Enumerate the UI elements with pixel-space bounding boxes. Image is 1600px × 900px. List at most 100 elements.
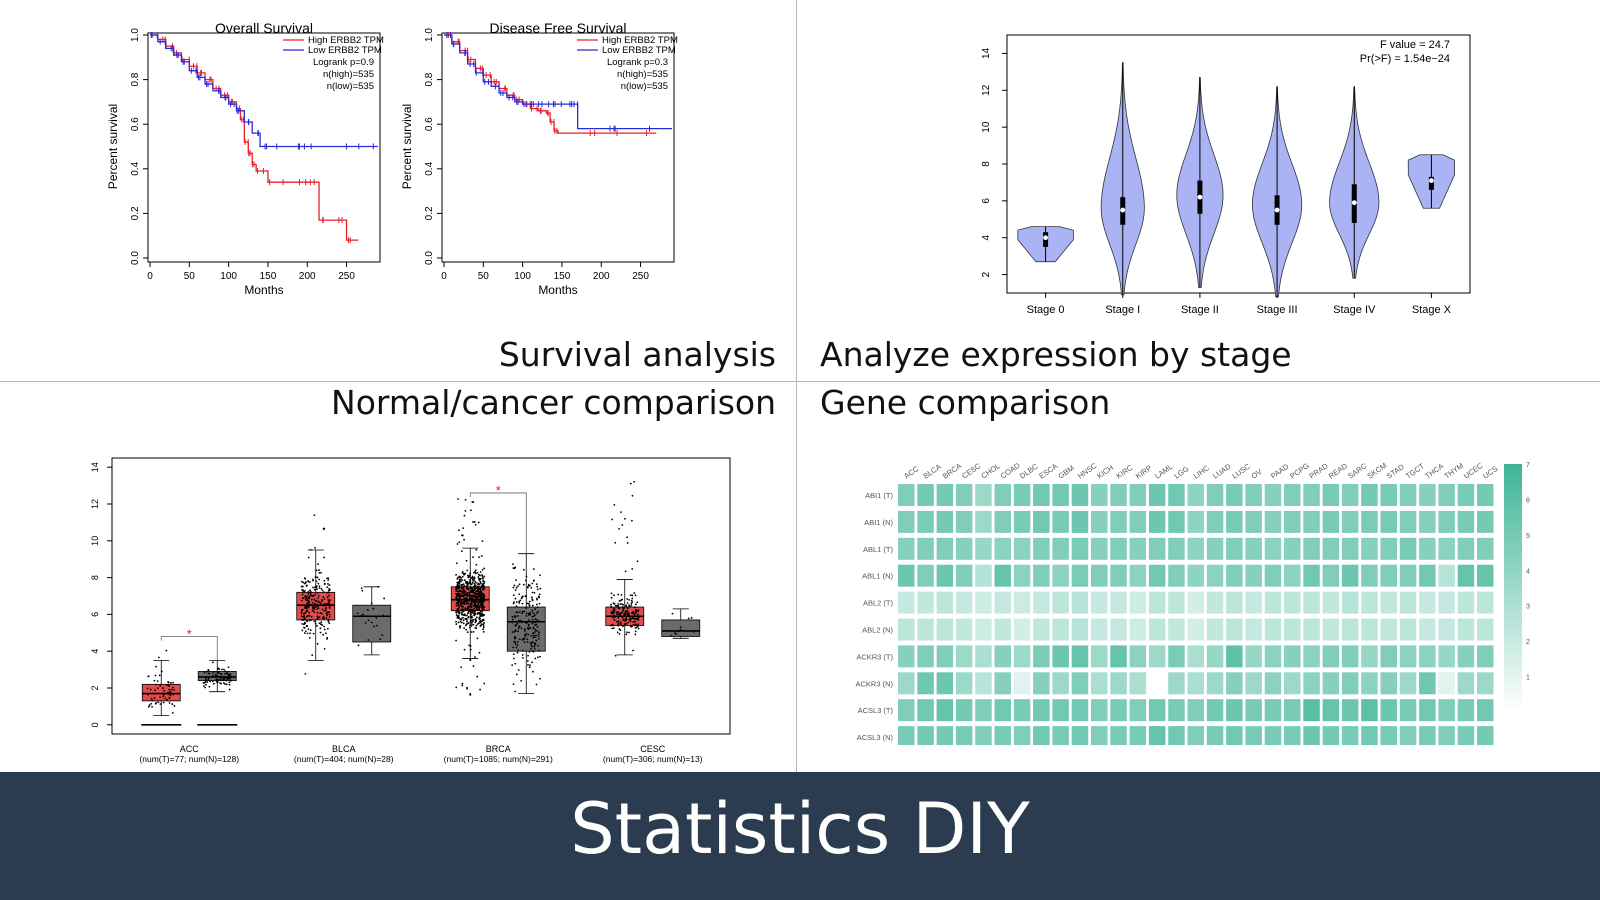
heatmap-cell: [1091, 510, 1108, 533]
jitter-point: [205, 670, 208, 673]
heatmap-cell: [1013, 726, 1031, 745]
heatmap-cell: [1206, 510, 1224, 533]
jitter-point: [634, 620, 636, 623]
heatmap-cell: [1341, 510, 1359, 533]
jitter-point: [305, 625, 308, 627]
jitter-point: [307, 628, 310, 631]
jitter-point: [460, 576, 463, 579]
x-axis-label: Months: [538, 283, 577, 297]
jitter-point: [480, 600, 482, 602]
heatmap-cell: [1477, 591, 1494, 614]
heatmap-cell: [1187, 645, 1204, 668]
jitter-point: [225, 683, 228, 686]
jitter-point: [159, 684, 162, 687]
jitter-point: [223, 677, 226, 680]
jitter-point: [317, 600, 320, 603]
jitter-point: [628, 613, 630, 616]
jitter-point: [526, 638, 529, 641]
jitter-point: [512, 586, 515, 589]
jitter-point: [537, 656, 539, 659]
jitter-point: [480, 555, 483, 557]
jitter-point: [515, 605, 518, 608]
heatmap-cell: [1013, 618, 1031, 641]
jitter-point: [476, 595, 479, 598]
jitter-point: [537, 621, 539, 623]
jitter-point: [308, 597, 311, 600]
jitter-point: [325, 602, 328, 605]
jitter-point: [528, 600, 531, 603]
jitter-point: [172, 686, 174, 689]
jitter-point: [376, 624, 378, 627]
heatmap-cell: [898, 618, 915, 641]
jitter-point: [530, 647, 532, 650]
heatmap-cell: [1226, 726, 1243, 745]
jitter-point: [317, 595, 320, 597]
y-tick-label: 2: [981, 271, 992, 277]
jitter-point: [626, 631, 628, 634]
y-tick-label: 0: [90, 722, 100, 727]
heatmap-cell: [1091, 484, 1108, 506]
violin-median: [1429, 178, 1434, 183]
jitter-point: [634, 603, 637, 606]
heatmap-column-label: ACC: [902, 464, 921, 481]
jitter-point: [614, 541, 617, 544]
jitter-point: [520, 621, 523, 624]
jitter-point: [163, 689, 165, 692]
heatmap-cell: [994, 591, 1011, 614]
heatmap-cell: [1148, 618, 1166, 641]
jitter-point: [312, 604, 315, 607]
heatmap-column-label: UCS: [1481, 464, 1499, 480]
jitter-point: [522, 595, 524, 598]
heatmap-cell: [1284, 537, 1301, 560]
jitter-point: [524, 635, 527, 638]
heatmap-cell: [975, 699, 992, 722]
jitter-point: [327, 591, 330, 594]
heatmap-cell: [1110, 537, 1127, 560]
heatmap-cell: [1477, 726, 1494, 745]
jitter-point: [318, 571, 321, 574]
heatmap-cell: [1110, 484, 1127, 506]
jitter-point: [631, 567, 634, 570]
jitter-point: [472, 604, 475, 607]
heatmap-cell: [1341, 672, 1359, 695]
heatmap-cell: [1457, 672, 1475, 695]
jitter-point: [370, 602, 373, 605]
heatmap-column-label: PAAD: [1269, 462, 1291, 481]
jitter-point: [521, 654, 524, 656]
jitter-point: [207, 672, 210, 675]
heatmap-cell: [975, 618, 992, 641]
jitter-point: [224, 672, 226, 675]
heatmap-column-label: KIRP: [1134, 463, 1154, 480]
heatmap-cell: [1013, 672, 1031, 695]
jitter-point: [157, 701, 160, 704]
jitter-point: [305, 599, 308, 602]
heatmap-cell: [1187, 699, 1204, 722]
jitter-point: [521, 638, 524, 641]
jitter-point: [475, 586, 478, 589]
heatmap-cell: [1110, 591, 1127, 614]
heatmap-cell: [1419, 618, 1436, 641]
jitter-point: [532, 650, 535, 653]
x-tick-label: 250: [632, 271, 649, 282]
jitter-point: [474, 627, 477, 629]
jitter-point: [633, 480, 636, 483]
violin-median: [1197, 194, 1203, 200]
heatmap-cell: [936, 484, 954, 506]
jitter-point: [219, 679, 222, 681]
heatmap-cell: [898, 510, 915, 533]
jitter-point: [629, 616, 632, 619]
jitter-point: [328, 613, 331, 616]
jitter-point: [619, 599, 622, 602]
jitter-point: [511, 618, 514, 621]
jitter-point: [529, 611, 532, 614]
jitter-point: [472, 521, 474, 523]
jitter-point: [218, 668, 221, 671]
jitter-point: [524, 630, 526, 632]
jitter-point: [483, 580, 486, 583]
jitter-point: [482, 606, 485, 609]
jitter-point: [618, 628, 621, 630]
jitter-point: [636, 601, 639, 604]
jitter-point: [307, 580, 310, 583]
jitter-point: [538, 602, 541, 605]
heatmap-cell: [898, 672, 915, 695]
